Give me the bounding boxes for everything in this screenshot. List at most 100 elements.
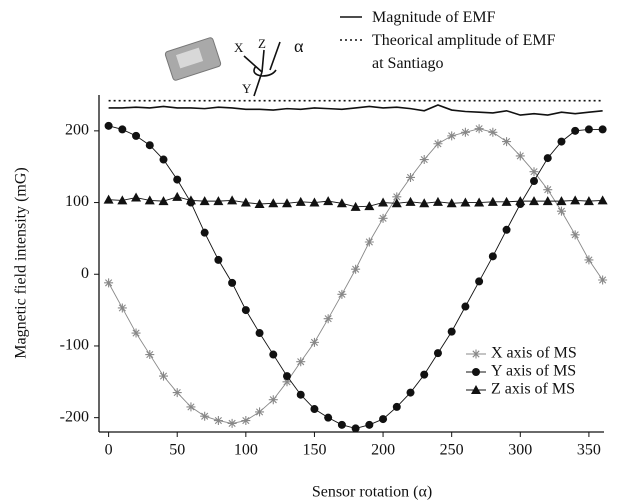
point xyxy=(282,198,293,208)
point xyxy=(336,198,347,208)
point xyxy=(214,255,223,264)
point xyxy=(200,228,209,237)
y-tick-label: 200 xyxy=(65,122,89,139)
point xyxy=(446,198,457,208)
point xyxy=(310,405,319,414)
point xyxy=(158,371,168,381)
point xyxy=(103,194,114,204)
legend-label: Magnitude of EMF xyxy=(372,8,496,26)
point xyxy=(351,264,361,274)
point xyxy=(172,191,183,201)
point xyxy=(241,416,251,426)
sensor-icon xyxy=(164,37,222,81)
x-tick-label: 100 xyxy=(234,442,258,459)
x-tick-label: 350 xyxy=(577,442,601,459)
point xyxy=(351,424,360,433)
point xyxy=(419,155,429,165)
axis-icon-label: Z xyxy=(258,36,266,51)
point xyxy=(392,192,402,202)
point xyxy=(488,127,498,137)
x-tick-label: 150 xyxy=(302,442,326,459)
point xyxy=(213,416,223,426)
point xyxy=(227,418,237,428)
point xyxy=(240,197,251,207)
point xyxy=(173,175,182,184)
point xyxy=(158,196,169,206)
point xyxy=(597,195,608,205)
point xyxy=(295,196,306,206)
point xyxy=(145,141,154,150)
point xyxy=(529,196,540,206)
point xyxy=(132,131,141,140)
point xyxy=(501,196,512,206)
x-tick-label: 0 xyxy=(105,442,113,459)
axis-icon-label: Y xyxy=(242,81,252,96)
point xyxy=(474,197,485,207)
point xyxy=(323,314,333,324)
point xyxy=(296,357,306,367)
point xyxy=(254,198,265,208)
point xyxy=(228,278,237,287)
legend-marker xyxy=(471,385,481,394)
point xyxy=(364,201,375,211)
point xyxy=(530,177,539,186)
y-tick-label: -200 xyxy=(60,408,89,425)
y-axis-label: Magnetic field intensity (mG) xyxy=(13,167,30,359)
point xyxy=(502,225,511,234)
point xyxy=(433,349,442,358)
point xyxy=(584,125,593,134)
point xyxy=(269,350,278,359)
point xyxy=(460,197,471,207)
point xyxy=(405,196,416,206)
y-tick-label: 0 xyxy=(81,265,89,282)
point xyxy=(406,172,416,182)
axis-icon-label: X xyxy=(234,40,244,55)
legend-label: Y axis of MS xyxy=(491,363,576,380)
x-tick-label: 300 xyxy=(508,442,532,459)
point xyxy=(571,126,580,135)
point xyxy=(337,420,346,429)
point xyxy=(515,151,525,161)
point xyxy=(598,275,608,285)
point xyxy=(447,131,457,141)
point xyxy=(460,127,470,137)
point xyxy=(282,377,292,387)
point xyxy=(159,155,168,164)
point xyxy=(227,195,238,205)
point xyxy=(502,137,512,147)
point xyxy=(131,192,142,202)
point xyxy=(118,125,127,134)
point xyxy=(420,370,429,379)
point xyxy=(309,197,320,207)
point xyxy=(309,337,319,347)
point xyxy=(392,402,401,411)
point xyxy=(378,213,388,223)
point xyxy=(185,195,196,205)
point xyxy=(556,196,567,206)
point xyxy=(296,390,305,399)
point xyxy=(584,255,594,265)
point xyxy=(598,125,607,134)
point xyxy=(200,411,210,421)
point xyxy=(391,198,402,208)
legend-label: Theorical amplitude of EMF at Santiago xyxy=(372,31,556,72)
point xyxy=(557,137,566,146)
point xyxy=(268,395,278,405)
axes-icon xyxy=(243,41,281,97)
point xyxy=(365,420,374,429)
point xyxy=(488,252,497,261)
point xyxy=(570,195,581,205)
y-tick-label: 100 xyxy=(65,193,89,210)
series-line xyxy=(108,104,603,116)
point xyxy=(350,201,361,211)
point xyxy=(337,289,347,299)
point xyxy=(529,167,539,177)
point xyxy=(583,196,594,206)
axis-icon-label: α xyxy=(294,36,304,56)
x-tick-label: 250 xyxy=(440,442,464,459)
legend-label: X axis of MS xyxy=(491,345,577,362)
x-tick-label: 200 xyxy=(371,442,395,459)
point xyxy=(543,185,553,195)
legend-label: Z axis of MS xyxy=(491,381,575,398)
